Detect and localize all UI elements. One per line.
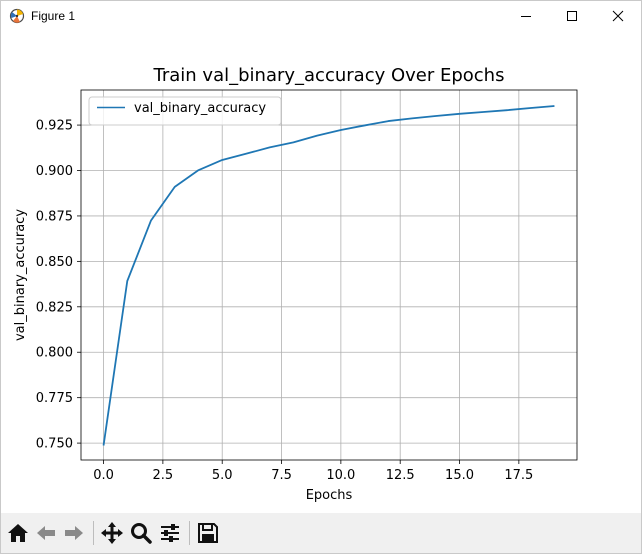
y-tick-label: 0.900 [36,164,73,179]
y-tick-label: 0.825 [36,300,73,315]
save-icon [198,523,218,543]
y-tick-label: 0.775 [36,391,73,406]
y-tick-label: 0.800 [36,346,73,361]
y-tick-label: 0.875 [36,209,73,224]
x-tick-label: 15.0 [445,468,474,483]
forward-arrow-icon [65,526,83,540]
legend: val_binary_accuracy [88,96,282,126]
y-tick-label: 0.925 [36,119,73,134]
back-button[interactable] [33,520,59,546]
x-tick-label: 7.5 [271,468,292,483]
save-button[interactable] [195,520,221,546]
sliders-icon [161,524,179,542]
matplotlib-figure-icon [9,7,27,25]
x-tick-label: 12.5 [386,468,415,483]
x-tick-label: 17.5 [504,468,533,483]
minimize-icon [521,16,531,17]
forward-button[interactable] [61,520,87,546]
pan-button[interactable] [99,520,125,546]
navigation-toolbar [1,513,641,553]
home-icon [8,524,28,542]
back-arrow-icon [37,526,55,540]
y-axis-label: val_binary_accuracy [13,209,28,341]
maximize-icon [567,11,577,21]
series-layer [102,105,555,446]
figure-canvas[interactable]: 0.0 2.5 5.0 7.5 10.0 12.5 15.0 17.5 0.750 0.775 0… [1,32,641,512]
x-tick-label: 5.0 [212,468,233,483]
window-title: Figure 1 [31,9,76,23]
close-icon [612,10,624,22]
grid [81,90,577,460]
legend-label: val_binary_accuracy [134,101,266,116]
axes-frame [80,89,578,461]
y-axis-ticks: 0.750 0.775 0.800 0.825 0.850 0.875 0.900 0.925 [36,119,81,452]
y-tick-label: 0.850 [36,255,73,270]
legend-box [88,96,282,126]
series-line-val-binary-accuracy [102,105,555,446]
maximize-button[interactable] [549,1,595,31]
configure-subplots-button[interactable] [157,520,183,546]
title-bar[interactable]: Figure 1 [1,1,641,31]
home-button[interactable] [5,520,31,546]
x-tick-label: 0.0 [93,468,114,483]
minimize-button[interactable] [503,1,549,31]
y-tick-label: 0.750 [36,437,73,452]
x-axis-ticks: 0.0 2.5 5.0 7.5 10.0 12.5 15.0 17.5 [93,460,533,483]
close-button[interactable] [595,1,641,31]
x-axis-label: Epochs [306,488,353,503]
x-tick-label: 2.5 [153,468,174,483]
x-tick-label: 10.0 [326,468,355,483]
zoom-icon [131,523,152,544]
line-chart: 0.0 2.5 5.0 7.5 10.0 12.5 15.0 17.5 0.7500.7750… [13,65,578,503]
move-icon [101,522,123,544]
toolbar-separator [189,521,190,545]
zoom-button[interactable] [128,520,154,546]
toolbar-separator [93,521,94,545]
chart-title: Train val_binary_accuracy Over Epochs [153,65,505,86]
